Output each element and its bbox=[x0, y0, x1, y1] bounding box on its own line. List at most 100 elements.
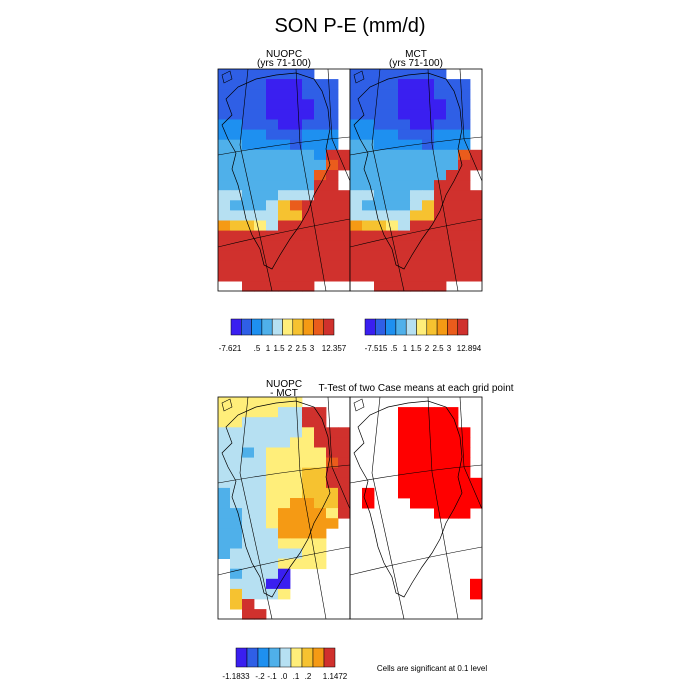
map-cell bbox=[218, 538, 231, 549]
map-cell bbox=[302, 528, 315, 539]
map-cell bbox=[290, 159, 303, 171]
map-cell bbox=[362, 129, 375, 141]
map-cell bbox=[230, 578, 243, 590]
map-cell bbox=[290, 190, 303, 201]
map-cell bbox=[266, 159, 279, 171]
map-cell bbox=[302, 149, 315, 161]
map-cell bbox=[458, 467, 471, 479]
map-cell bbox=[326, 260, 339, 272]
graticule-line bbox=[459, 396, 465, 468]
colorbar-swatch bbox=[457, 318, 469, 336]
map-cell bbox=[242, 250, 255, 262]
map-cell bbox=[290, 220, 303, 231]
map-cell bbox=[266, 548, 279, 559]
map-cell bbox=[302, 427, 315, 438]
map-cell bbox=[374, 129, 387, 141]
map-cell bbox=[254, 457, 267, 469]
colorbar-label: 12.894 bbox=[457, 344, 482, 353]
colorbar-label: .1 bbox=[293, 672, 300, 681]
map-cell bbox=[422, 457, 435, 469]
map-cell bbox=[458, 139, 471, 151]
map-cell bbox=[458, 170, 471, 181]
map-cell bbox=[278, 250, 291, 262]
map-panel-diff bbox=[217, 396, 351, 620]
map-cell bbox=[242, 558, 255, 570]
map-cell bbox=[338, 437, 351, 448]
colorbar-label: -7.621 bbox=[219, 344, 242, 353]
map-cell bbox=[266, 129, 279, 141]
map-cell bbox=[410, 190, 423, 201]
map-cell bbox=[398, 457, 411, 469]
map-cell bbox=[254, 548, 267, 559]
map-cell bbox=[458, 210, 471, 221]
map-cell bbox=[278, 79, 291, 90]
map-cell bbox=[230, 99, 243, 110]
map-cell bbox=[458, 109, 471, 120]
map-cell bbox=[242, 99, 255, 110]
map-cell bbox=[290, 109, 303, 120]
map-cell bbox=[290, 170, 303, 181]
map-cell bbox=[410, 230, 423, 242]
colorbar-label: -7.515 bbox=[365, 344, 388, 353]
graticule-line bbox=[217, 464, 351, 484]
map-cell bbox=[422, 230, 435, 242]
map-cell bbox=[374, 250, 387, 262]
map-cell bbox=[242, 170, 255, 181]
map-cell bbox=[278, 139, 291, 151]
map-cell bbox=[290, 528, 303, 539]
map-cell bbox=[242, 487, 255, 499]
map-cell bbox=[434, 139, 447, 151]
map-cell bbox=[314, 477, 327, 489]
map-cell bbox=[230, 139, 243, 151]
map-cell bbox=[218, 447, 231, 458]
map-cell bbox=[458, 99, 471, 110]
map-cell bbox=[362, 180, 375, 191]
map-cell bbox=[254, 407, 267, 418]
map-cell bbox=[362, 271, 375, 282]
colorbar-label: .5 bbox=[391, 344, 398, 353]
map-cell bbox=[302, 498, 315, 509]
graticule-line bbox=[349, 464, 483, 484]
map-cell bbox=[434, 220, 447, 231]
map-cell bbox=[374, 271, 387, 282]
map-cell bbox=[422, 99, 435, 110]
map-cell bbox=[446, 170, 459, 181]
graticule-line bbox=[349, 546, 483, 576]
map-frame bbox=[349, 68, 483, 292]
map-cell bbox=[398, 190, 411, 201]
map-cell bbox=[254, 109, 267, 120]
map-cells bbox=[218, 69, 351, 292]
map-cell bbox=[290, 457, 303, 469]
map-cell bbox=[266, 558, 279, 570]
map-cell bbox=[314, 437, 327, 448]
map-cell bbox=[338, 457, 351, 469]
map-cell bbox=[302, 417, 315, 428]
colorbar-swatch bbox=[279, 647, 292, 668]
map-cell bbox=[314, 467, 327, 479]
map-cell bbox=[434, 99, 447, 110]
map-cell bbox=[242, 281, 255, 292]
colorbar-swatch bbox=[426, 318, 438, 336]
map-cell bbox=[218, 271, 231, 282]
colorbar-diff-labels: -1.1833 -.2 -.1 .0 .1 .2 1.1472 bbox=[222, 672, 347, 681]
map-cell bbox=[386, 281, 399, 292]
map-cell bbox=[398, 477, 411, 489]
map-cell bbox=[242, 271, 255, 282]
map-cell bbox=[302, 467, 315, 479]
map-cell bbox=[254, 180, 267, 191]
colorbar-label: .5 bbox=[254, 344, 261, 353]
map-cell bbox=[326, 230, 339, 242]
map-cell bbox=[458, 260, 471, 272]
map-cell bbox=[326, 139, 339, 151]
map-cell bbox=[266, 190, 279, 201]
map-cell bbox=[326, 240, 339, 252]
map-cell bbox=[410, 437, 423, 448]
map-cell bbox=[218, 417, 231, 428]
map-cell bbox=[422, 220, 435, 231]
map-cell bbox=[302, 271, 315, 282]
map-cell bbox=[398, 230, 411, 242]
map-cell bbox=[314, 200, 327, 211]
map-cell bbox=[446, 230, 459, 242]
map-cell bbox=[422, 447, 435, 458]
map-cell bbox=[254, 427, 267, 438]
